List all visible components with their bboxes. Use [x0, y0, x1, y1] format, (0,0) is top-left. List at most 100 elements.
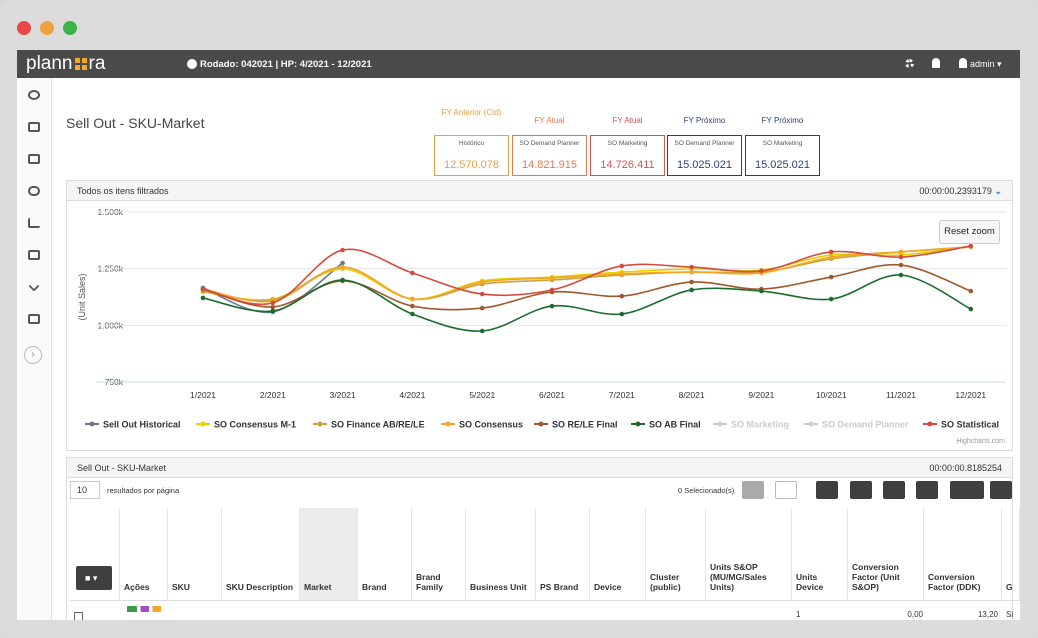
kpi-label: Histórico — [458, 140, 485, 147]
settings-icon[interactable] — [905, 59, 914, 68]
point — [200, 295, 206, 301]
user-icon[interactable] — [959, 58, 967, 68]
legend-marker — [635, 421, 641, 427]
zoom-dot[interactable] — [63, 21, 77, 35]
user-menu[interactable]: admin ▾ — [970, 59, 1002, 69]
point — [479, 279, 485, 285]
point — [968, 288, 974, 294]
table-panel-header: Sell Out - SKU-Market 00:00:00.8185254 — [67, 458, 1012, 478]
minimize-dot[interactable] — [40, 21, 54, 35]
kpi-period: FY Anterior (Ctd) — [441, 108, 502, 117]
column-header: Units Device — [792, 508, 848, 600]
toolbar-button[interactable] — [775, 481, 797, 499]
column-header: Conversion Factor (Unit S&OP) — [848, 508, 924, 600]
toolbar-button[interactable] — [742, 481, 764, 499]
point — [689, 279, 694, 285]
series-line — [202, 246, 971, 303]
table-panel-title: Sell Out - SKU-Market — [77, 463, 167, 473]
point — [410, 311, 415, 317]
toolbar-button[interactable] — [950, 481, 984, 499]
series-line — [202, 245, 971, 306]
x-tick-label: 1/2021 — [190, 390, 216, 400]
point — [689, 269, 694, 275]
close-dot[interactable] — [17, 21, 31, 35]
logo[interactable]: plann ra — [26, 53, 105, 75]
column-header: Conversion Factor (DDK) — [924, 508, 1002, 600]
toolbar-button[interactable] — [990, 481, 1012, 499]
kpi-value: 15.025.021 — [676, 159, 733, 171]
x-tick-label: 11/2021 — [886, 390, 916, 400]
kpi-card: SO Demand Planner 14.821.915 — [512, 135, 587, 176]
row-checkbox[interactable] — [74, 612, 83, 620]
select-all-button[interactable]: ■ ▾ — [76, 566, 112, 590]
legend-marker — [538, 421, 544, 427]
user-name: admin — [970, 59, 995, 69]
nav-icon[interactable] — [28, 280, 40, 292]
point — [549, 303, 555, 309]
page-size-label: resultados por página — [107, 486, 180, 495]
legend-label: SO Statistical — [941, 420, 999, 430]
point — [759, 288, 764, 294]
point — [549, 275, 555, 281]
selected-count: 0 Selecionado(s) — [678, 486, 735, 495]
kpi-card: Histórico 12.570.078 — [434, 135, 509, 176]
nav-icon[interactable] — [28, 90, 40, 100]
column-header: Units S&OP (MU/MG/Sales Units) — [706, 508, 792, 600]
cell-conversion-unit: 0,00 — [907, 610, 923, 619]
point — [828, 254, 834, 260]
point — [479, 328, 485, 334]
nav-icon[interactable] — [28, 154, 40, 164]
kpi-card: SO Marketing 14.726.411 — [590, 135, 665, 176]
sidebar: › — [17, 78, 52, 620]
nav-icon[interactable] — [28, 218, 40, 228]
toolbar-button[interactable] — [850, 481, 872, 499]
point — [759, 268, 764, 274]
page-size-select[interactable]: 10 — [70, 481, 100, 499]
legend-marker — [717, 421, 723, 427]
chart-panel-title: Todos os itens filtrados — [77, 186, 169, 196]
legend-label: SO Consensus M-1 — [214, 420, 296, 430]
cell-units-device: 1 — [796, 610, 801, 619]
x-tick-label: 5/2021 — [469, 390, 495, 400]
row-divider — [70, 600, 1020, 601]
kpi-value: 14.726.411 — [600, 159, 655, 171]
nav-icon[interactable] — [28, 314, 40, 324]
x-tick-label: 12/2021 — [955, 390, 986, 400]
reset-zoom-button[interactable]: Reset zoom — [939, 220, 1000, 244]
toolbar-button[interactable] — [883, 481, 905, 499]
toolbar-button[interactable] — [916, 481, 938, 499]
kpi-label: SO Marketing — [762, 140, 803, 147]
nav-icon[interactable] — [28, 250, 40, 260]
expand-button[interactable]: › — [24, 346, 42, 364]
kpi-label: SO Demand Planner — [674, 140, 735, 147]
point — [968, 306, 974, 312]
toolbar-button[interactable] — [816, 481, 838, 499]
notifications-icon[interactable] — [932, 58, 940, 68]
point — [968, 243, 974, 249]
series-line — [202, 274, 972, 332]
column-header: PS Brand — [536, 508, 590, 600]
column-header: SKU Description — [222, 508, 300, 600]
point — [340, 277, 345, 283]
select-header — [70, 508, 120, 600]
row-actions[interactable] — [127, 606, 161, 612]
legend-label: SO Demand Planner — [822, 420, 909, 430]
nav-icon[interactable] — [28, 186, 40, 196]
point — [898, 272, 904, 278]
point — [689, 287, 694, 293]
legend-label: SO RE/LE Final — [552, 420, 618, 430]
point — [410, 296, 415, 302]
series-line — [202, 245, 971, 301]
column-header: Business Unit — [466, 508, 536, 600]
point — [619, 263, 625, 269]
kpi-label: SO Demand Planner — [519, 140, 580, 147]
y-axis-title: (Unit Sales) — [77, 273, 87, 320]
kpi-period: FY Próximo — [683, 116, 726, 125]
logo-mark — [74, 58, 87, 70]
nav-icon[interactable] — [28, 122, 40, 132]
kpi-label: SO Marketing — [607, 140, 648, 147]
point — [828, 274, 834, 280]
kpi-value: 12.570.078 — [443, 159, 500, 171]
point — [898, 262, 904, 268]
